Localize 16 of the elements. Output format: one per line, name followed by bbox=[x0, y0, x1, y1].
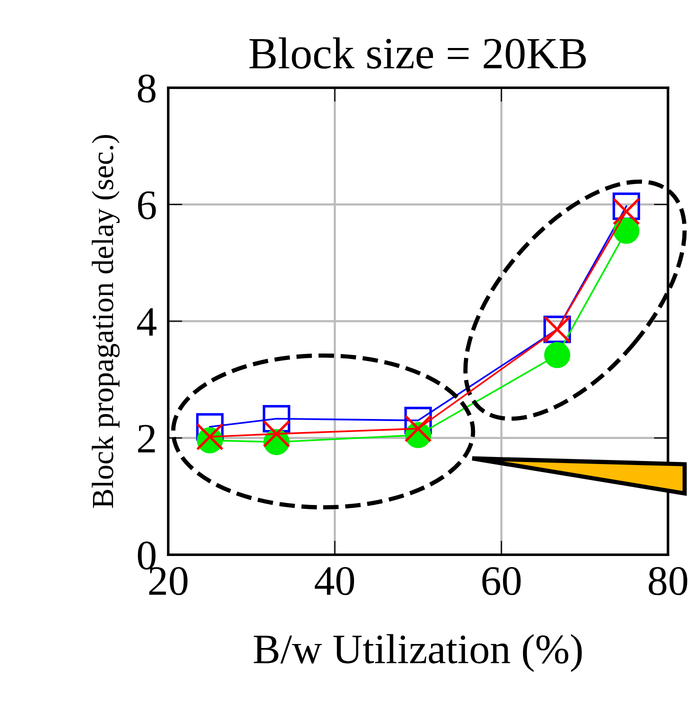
chart-title: Block size = 20KB bbox=[249, 37, 586, 69]
point bbox=[613, 218, 640, 244]
x-tick-label: 40 bbox=[314, 567, 354, 596]
x-tick-label: 60 bbox=[482, 567, 521, 596]
y-tick-label: 2 bbox=[138, 424, 155, 452]
y-tick-label: 8 bbox=[138, 74, 156, 103]
y-tick-label: 6 bbox=[138, 191, 156, 220]
point bbox=[612, 198, 640, 226]
y-axis-title: Block propagation delay (sec.) bbox=[92, 135, 120, 508]
x-axis-title: B/w Utilization (%) bbox=[254, 634, 582, 672]
point bbox=[196, 423, 224, 451]
point bbox=[544, 342, 570, 368]
point bbox=[404, 414, 432, 442]
point bbox=[262, 420, 290, 448]
y-tick-label: 4 bbox=[137, 308, 156, 336]
x-tick-label: 80 bbox=[648, 567, 688, 596]
